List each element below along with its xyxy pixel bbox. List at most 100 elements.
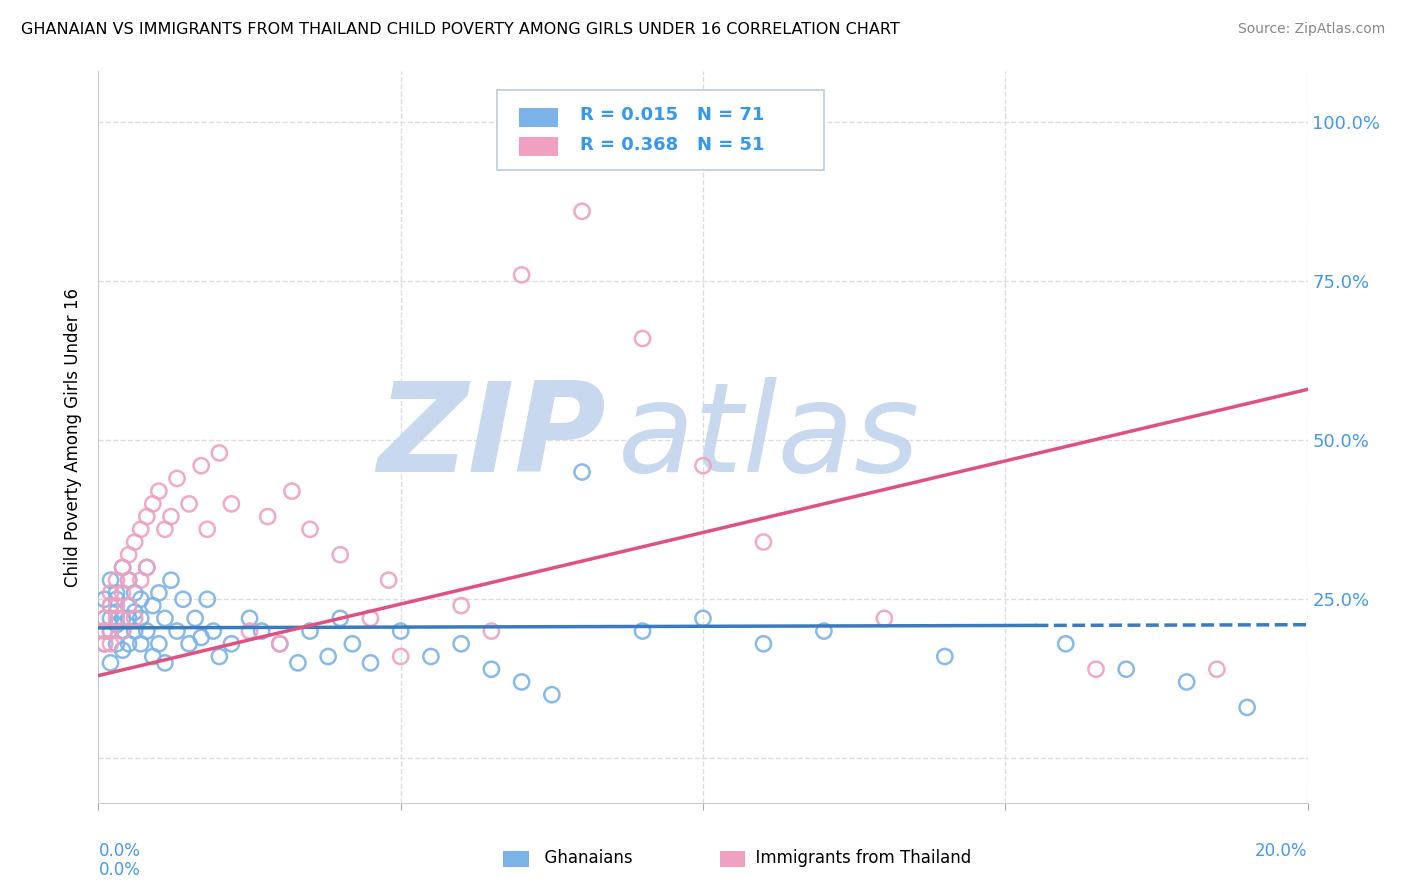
Y-axis label: Child Poverty Among Girls Under 16: Child Poverty Among Girls Under 16 — [65, 287, 83, 587]
Point — [190, 631, 212, 645]
Text: R = 0.015   N = 71: R = 0.015 N = 71 — [579, 106, 763, 124]
Point — [105, 637, 128, 651]
Text: R = 0.368   N = 51: R = 0.368 N = 51 — [579, 136, 765, 153]
Point — [129, 611, 152, 625]
Point — [540, 688, 562, 702]
Point — [269, 637, 291, 651]
Point — [239, 624, 262, 638]
Point — [93, 637, 115, 651]
Point — [105, 586, 128, 600]
Text: atlas: atlas — [619, 376, 921, 498]
Point — [1175, 675, 1198, 690]
Point — [105, 605, 128, 619]
Point — [100, 624, 122, 638]
Point — [179, 637, 201, 651]
Point — [450, 637, 472, 651]
Point — [100, 656, 122, 670]
Point — [111, 611, 134, 625]
Point — [299, 522, 322, 536]
Point — [148, 586, 170, 600]
Point — [269, 637, 291, 651]
Point — [202, 624, 225, 638]
Point — [93, 624, 115, 638]
Point — [1085, 662, 1108, 676]
FancyBboxPatch shape — [519, 108, 558, 127]
Point — [142, 599, 165, 613]
Point — [105, 599, 128, 613]
Point — [221, 637, 243, 651]
Point — [153, 656, 176, 670]
Text: Ghanaians: Ghanaians — [534, 849, 633, 867]
Point — [179, 497, 201, 511]
Point — [100, 586, 122, 600]
Text: ZIP: ZIP — [378, 376, 606, 498]
FancyBboxPatch shape — [519, 137, 558, 156]
Point — [208, 649, 231, 664]
Point — [93, 624, 115, 638]
Point — [124, 611, 146, 625]
Point — [873, 611, 896, 625]
Point — [1236, 700, 1258, 714]
Text: 0.0%: 0.0% — [98, 862, 141, 880]
Point — [510, 268, 533, 282]
Point — [510, 675, 533, 690]
Point — [129, 592, 152, 607]
Point — [934, 649, 956, 664]
Point — [111, 624, 134, 638]
Point — [631, 331, 654, 345]
Point — [118, 573, 141, 587]
Point — [239, 611, 262, 625]
Point — [1206, 662, 1229, 676]
Point — [129, 573, 152, 587]
Point — [481, 624, 503, 638]
Point — [195, 522, 218, 536]
Point — [195, 592, 218, 607]
Point — [631, 624, 654, 638]
Point — [148, 637, 170, 651]
Point — [129, 637, 152, 651]
Point — [813, 624, 835, 638]
Point — [118, 599, 141, 613]
Point — [360, 611, 382, 625]
Point — [111, 560, 134, 574]
Point — [571, 204, 593, 219]
Point — [692, 458, 714, 473]
Point — [389, 624, 412, 638]
Point — [100, 573, 122, 587]
Point — [1115, 662, 1137, 676]
Point — [190, 458, 212, 473]
Point — [100, 611, 122, 625]
Point — [135, 624, 157, 638]
Point — [124, 535, 146, 549]
Point — [118, 548, 141, 562]
Point — [166, 471, 188, 485]
Point — [160, 573, 183, 587]
Point — [118, 637, 141, 651]
Point — [105, 592, 128, 607]
Point — [377, 573, 399, 587]
Point — [692, 611, 714, 625]
Point — [93, 611, 115, 625]
Point — [124, 605, 146, 619]
Point — [316, 649, 339, 664]
Point — [221, 497, 243, 511]
Point — [148, 484, 170, 499]
Point — [124, 586, 146, 600]
Point — [208, 446, 231, 460]
Point — [105, 611, 128, 625]
Point — [481, 662, 503, 676]
Point — [93, 637, 115, 651]
Point — [105, 617, 128, 632]
Point — [100, 637, 122, 651]
Point — [287, 656, 309, 670]
Point — [111, 624, 134, 638]
Point — [250, 624, 273, 638]
Point — [100, 599, 122, 613]
Point — [111, 560, 134, 574]
Point — [105, 573, 128, 587]
Point — [118, 599, 141, 613]
Point — [135, 560, 157, 574]
Point — [100, 599, 122, 613]
Text: 20.0%: 20.0% — [1256, 842, 1308, 860]
Point — [93, 611, 115, 625]
